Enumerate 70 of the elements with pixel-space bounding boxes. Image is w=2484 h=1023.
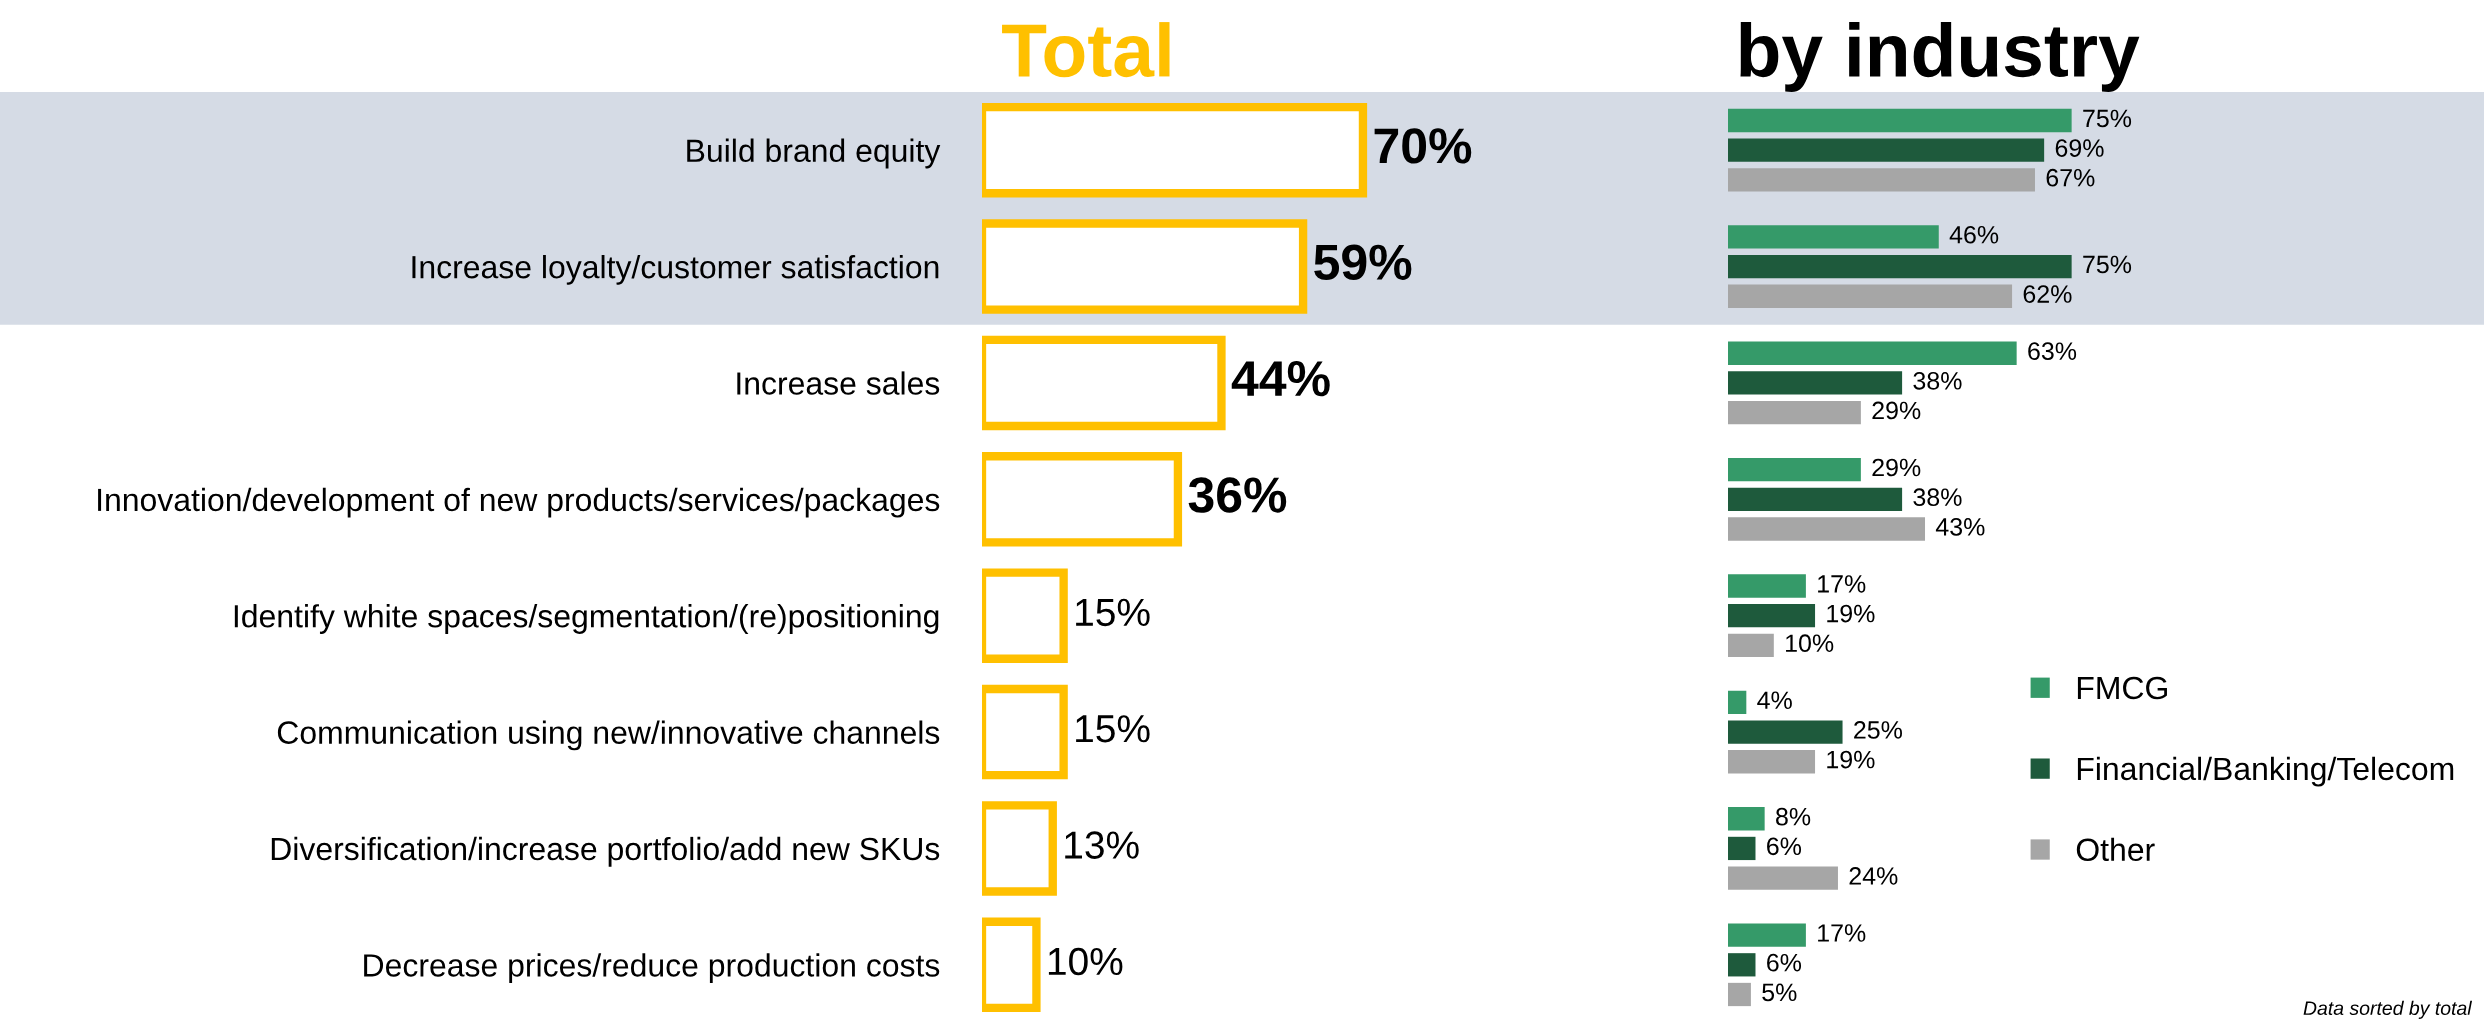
chart-title: Total: [1002, 22, 1170, 78]
bar: [1728, 604, 1816, 628]
data-label: 44%: [1231, 361, 1330, 397]
data-label: 36%: [1188, 477, 1287, 513]
y-tick-label: Communication using new/innovative channels: [277, 720, 940, 751]
data-label: 17%: [1818, 575, 1866, 593]
bar: [1728, 487, 1903, 511]
bar: [1728, 168, 2035, 192]
bar: [1728, 750, 1816, 774]
data-label: 19%: [1827, 750, 1875, 769]
y-tick-label: Decrease prices/reduce production costs: [364, 953, 940, 984]
bar: [1728, 720, 1843, 744]
y-tick-label: Diversification/increase portfolio/add new SKUs: [271, 836, 940, 867]
data-label: 70%: [1374, 128, 1472, 164]
chart-title: by industry: [1740, 22, 2140, 92]
bar: [1728, 108, 2072, 133]
y-tick-label: Increase loyalty/customer satisfaction: [412, 254, 939, 285]
data-label: 19%: [1827, 604, 1875, 623]
data-label: 15%: [1076, 598, 1150, 627]
legend-label: Financial/Banking/Telecom: [2077, 756, 2454, 787]
data-label: 13%: [1065, 831, 1139, 859]
data-label: 17%: [1818, 924, 1866, 942]
y-tick-label: Increase sales: [737, 371, 940, 395]
bar: [1728, 574, 1806, 598]
data-label: 67%: [2046, 168, 2095, 187]
bar: [1728, 341, 2017, 365]
bar: [1728, 982, 1751, 1007]
bar: [1728, 371, 1903, 395]
bar: [1728, 458, 1861, 482]
bar: [1728, 953, 1756, 977]
legend-label: FMCG: [2077, 676, 2167, 700]
data-label: 29%: [1872, 458, 1921, 477]
data-label: 46%: [1949, 225, 1999, 244]
data-label: 43%: [1935, 518, 1985, 536]
y-tick-label: Identify white spaces/segmentation/(re)positioning: [234, 604, 939, 634]
data-label: 8%: [1776, 807, 1811, 826]
data-label: 24%: [1849, 867, 1898, 885]
data-label: 6%: [1767, 837, 1802, 856]
bar: [1728, 836, 1756, 861]
bar: [1728, 400, 1861, 425]
bar: [1728, 866, 1838, 890]
data-label: 59%: [1314, 244, 1412, 280]
data-label: 29%: [1872, 401, 1921, 420]
data-label: 25%: [1854, 721, 1902, 739]
bar: [1728, 633, 1774, 657]
y-tick-label: Innovation/development of new products/services/packages: [98, 487, 940, 518]
data-label: 63%: [2028, 342, 2077, 360]
data-label: 10%: [1048, 947, 1123, 976]
bar: [1728, 517, 1926, 541]
bar: [1728, 254, 2072, 279]
data-label: 38%: [1913, 488, 1962, 507]
text: Data sorted by total: [2303, 1000, 2473, 1019]
bar: [1728, 138, 2045, 162]
data-label: 75%: [2083, 109, 2132, 128]
data-label: 38%: [1913, 371, 1962, 390]
data-label: 15%: [1076, 715, 1150, 743]
bar: [1728, 923, 1806, 947]
data-label: 75%: [2083, 255, 2132, 274]
data-label: 5%: [1762, 983, 1797, 1002]
bar: [1728, 225, 1939, 249]
bar: [1728, 807, 1765, 831]
data-label: 6%: [1767, 953, 1802, 972]
data-label: 69%: [2055, 139, 2104, 157]
y-tick-label: Build brand equity: [687, 138, 941, 169]
bar: [1728, 690, 1747, 715]
data-label: 10%: [1786, 634, 1834, 653]
legend-label: Other: [2076, 837, 2155, 862]
data-label: 4%: [1757, 691, 1792, 709]
data-label: 62%: [2023, 285, 2072, 303]
bar: [1728, 284, 2013, 308]
